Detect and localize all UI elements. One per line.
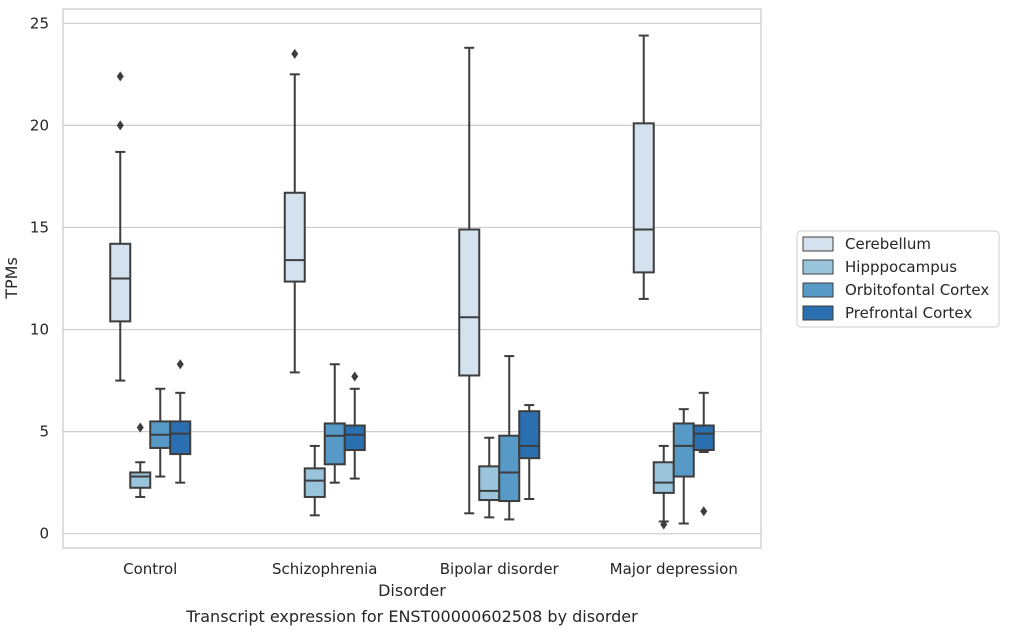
y-tick-label: 5 bbox=[39, 423, 49, 441]
x-tick-label: Bipolar disorder bbox=[440, 560, 560, 578]
box-iqr bbox=[632, 122, 655, 274]
x-axis-label: Disorder bbox=[378, 581, 446, 600]
y-tick-label: 15 bbox=[30, 218, 49, 236]
legend-label: Prefrontal Cortex bbox=[845, 304, 972, 322]
box-cerebellum-1 bbox=[283, 48, 306, 374]
box-hipppocampus-2 bbox=[478, 436, 501, 519]
legend-swatch bbox=[802, 236, 834, 252]
x-tick-label: Control bbox=[123, 560, 177, 578]
outlier-point bbox=[351, 371, 359, 382]
box-iqr bbox=[458, 228, 481, 377]
legend-swatch bbox=[802, 259, 834, 275]
box-iqr bbox=[343, 424, 366, 451]
legend-label: Hipppocampus bbox=[845, 258, 957, 276]
box-prefrontal-cortex-3 bbox=[692, 391, 715, 517]
box-iqr bbox=[323, 422, 346, 466]
box-iqr bbox=[283, 191, 306, 283]
box-iqr bbox=[303, 467, 326, 498]
y-tick-label: 25 bbox=[30, 14, 49, 32]
outlier-point bbox=[136, 422, 144, 433]
y-axis-label: TPMs bbox=[2, 257, 21, 300]
box-hipppocampus-3 bbox=[652, 444, 675, 530]
box-iqr bbox=[692, 424, 715, 451]
legend-swatch bbox=[802, 282, 834, 298]
box-orbitofontal-cortex-0 bbox=[149, 387, 172, 478]
box-iqr bbox=[478, 465, 501, 502]
box-hipppocampus-0 bbox=[129, 422, 152, 498]
x-tick-label: Major depression bbox=[610, 560, 738, 578]
y-tick-label: 10 bbox=[30, 321, 49, 339]
y-tick-labels: 0 5 10 15 20 25 bbox=[30, 14, 49, 542]
plot-frame bbox=[62, 8, 762, 549]
box-iqr bbox=[498, 434, 521, 503]
box-orbitofontal-cortex-2 bbox=[498, 355, 521, 521]
box-iqr bbox=[518, 410, 541, 460]
x-tick-labels: Control Schizophrenia Bipolar disorder Majo… bbox=[123, 560, 738, 578]
outlier-point bbox=[660, 519, 668, 530]
box-cerebellum-3 bbox=[632, 34, 655, 300]
x-tick-label: Schizophrenia bbox=[272, 560, 377, 578]
box-iqr bbox=[672, 422, 695, 478]
box-orbitofontal-cortex-1 bbox=[323, 363, 346, 484]
box-iqr bbox=[169, 420, 192, 456]
outlier-point bbox=[176, 359, 184, 370]
box-cerebellum-0 bbox=[109, 71, 132, 382]
outlier-point bbox=[700, 506, 708, 517]
box-hipppocampus-1 bbox=[303, 444, 326, 517]
legend-label: Cerebellum bbox=[845, 235, 931, 253]
box-groups bbox=[109, 34, 715, 530]
box-cerebellum-2 bbox=[458, 46, 481, 515]
box-orbitofontal-cortex-3 bbox=[672, 408, 695, 525]
legend-frame bbox=[796, 230, 1000, 328]
legend: Cerebellum Hipppocampus Orbitofontal Corte… bbox=[796, 230, 1000, 328]
box-prefrontal-cortex-0 bbox=[169, 359, 192, 484]
legend-label: Orbitofontal Cortex bbox=[845, 281, 989, 299]
y-tick-label: 20 bbox=[30, 116, 49, 134]
outlier-point bbox=[291, 48, 299, 59]
chart-caption: Transcript expression for ENST0000060250… bbox=[185, 607, 638, 626]
box-iqr bbox=[652, 461, 675, 494]
box-prefrontal-cortex-2 bbox=[518, 404, 541, 500]
box-iqr bbox=[129, 471, 152, 489]
outlier-point bbox=[116, 120, 124, 131]
legend-swatch bbox=[802, 305, 834, 321]
box-prefrontal-cortex-1 bbox=[343, 371, 366, 480]
outlier-point bbox=[116, 71, 124, 82]
grid-lines bbox=[63, 22, 761, 535]
y-tick-label: 0 bbox=[39, 525, 49, 543]
box-iqr bbox=[109, 242, 132, 323]
